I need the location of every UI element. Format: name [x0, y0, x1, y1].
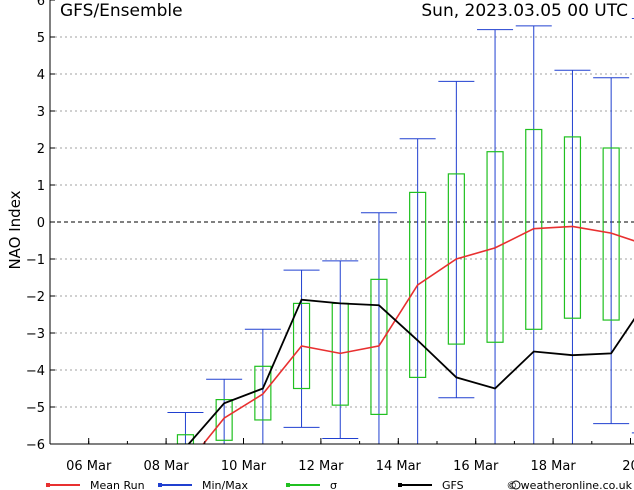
y-tick-label: 2	[37, 142, 45, 157]
gfs-point	[339, 302, 341, 304]
legend-label: Min/Max	[202, 479, 248, 490]
copyright-text: © weatheronline.co.uk	[506, 479, 632, 490]
y-tick-label: −3	[26, 327, 45, 342]
sigma-box	[292, 302, 311, 390]
y-tick-label: −4	[26, 364, 45, 379]
x-tick-label: 08 Mar	[143, 459, 189, 474]
gfs-point	[300, 299, 303, 301]
mean-run-point	[455, 258, 457, 260]
mean-run-point	[571, 225, 574, 228]
x-tick-label: 16 Mar	[453, 459, 499, 474]
x-tick-label: 20	[622, 459, 634, 474]
sigma-box	[215, 399, 233, 441]
mean-run-point	[300, 345, 303, 347]
gfs-point	[185, 447, 186, 448]
y-tick-label: −2	[26, 290, 45, 305]
legend-marker-left	[158, 483, 162, 487]
legend-label: GFS	[442, 479, 464, 490]
mean-run-point	[417, 284, 419, 286]
mean-run-point	[339, 352, 341, 354]
x-tick-label: 10 Mar	[221, 459, 267, 474]
sigma-box	[254, 365, 272, 421]
legend-label: σ	[330, 479, 337, 490]
y-tick-label: 0	[37, 216, 45, 231]
gfs-point	[223, 402, 225, 404]
y-axis-label: NAO Index	[6, 190, 24, 269]
y-tick-label: 6	[37, 0, 45, 9]
legend-marker-left	[46, 483, 50, 487]
gfs-point	[571, 354, 574, 356]
gfs-point	[378, 304, 380, 306]
sigma-box	[602, 147, 620, 321]
sigma-box	[409, 191, 427, 378]
grid	[50, 36, 634, 408]
gfs-point	[610, 352, 612, 354]
gfs-point	[494, 387, 496, 390]
y-tick-label: 4	[37, 68, 45, 83]
gfs-point	[533, 350, 535, 353]
legend: Mean Run Min/Max σ GFS	[46, 479, 464, 490]
legend-marker-left	[286, 483, 290, 487]
y-tick-label: −6	[26, 438, 45, 453]
y-tick-label: −1	[26, 253, 45, 268]
gfs-point	[417, 339, 419, 341]
mean-run-point	[494, 247, 496, 249]
chart-title: GFS/Ensemble	[60, 1, 183, 21]
y-tick-label: −5	[26, 401, 45, 416]
series-layer	[185, 225, 634, 448]
mean-run-point	[223, 417, 225, 419]
x-tick-label: 14 Mar	[376, 459, 422, 474]
mean-run-point	[262, 393, 264, 395]
y-tick-label: 3	[37, 105, 45, 120]
mean-run-point	[610, 232, 612, 234]
sigma-box	[447, 173, 465, 345]
mean-run-point	[378, 345, 380, 347]
gfs-point	[455, 376, 457, 378]
sigma-box	[525, 128, 543, 330]
y-tick-label: 1	[37, 179, 45, 194]
legend-label: Mean Run	[90, 479, 145, 490]
x-tick-label: 12 Mar	[298, 459, 344, 474]
y-tick-label: 5	[37, 31, 45, 46]
copyright-icon	[511, 480, 521, 490]
gfs-point	[262, 387, 264, 390]
x-tick-label: 06 Mar	[66, 459, 112, 474]
sigma-box	[486, 151, 504, 343]
mean-run-point	[533, 228, 535, 230]
legend-marker-left	[398, 483, 402, 487]
copyright-notice: © weatheronline.co.uk	[506, 479, 632, 490]
chart-subtitle: Sun, 2023.03.05 00 UTC	[421, 1, 628, 21]
x-tick-label: 18 Mar	[530, 459, 576, 474]
axes: −6 −5 −4 −3 −2 −1 0 1 2 3 4 5 6 06 Mar 08 Mar 10 Mar 12 …	[26, 0, 634, 474]
